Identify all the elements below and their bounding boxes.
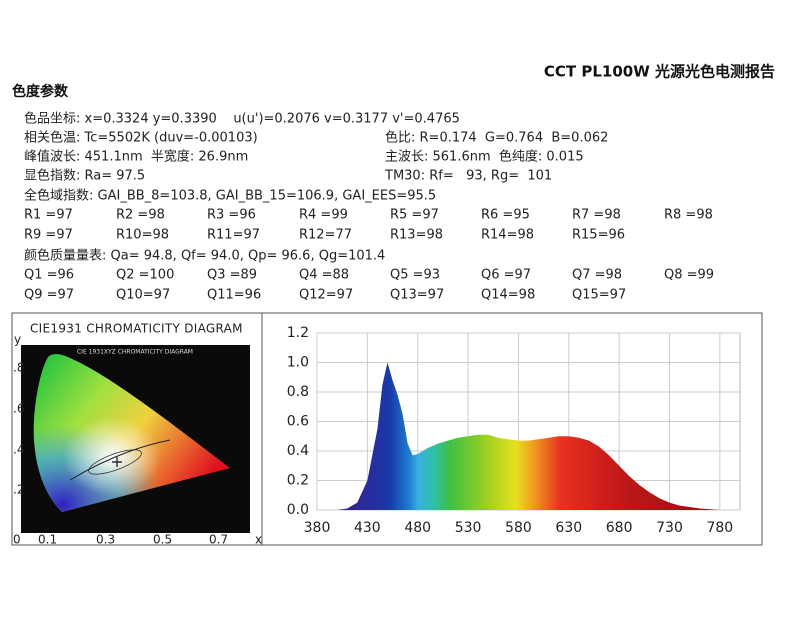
cie-x-tick: 0.7 [209,533,228,547]
q-value: Q2 =100 [116,268,174,283]
x-tick-label: 630 [555,520,582,536]
y-tick-label: 0.6 [287,414,309,430]
cie-y-tick: .8 [13,361,24,375]
q-value: Q1 =96 [24,268,74,283]
q-value: Q9 =97 [24,288,74,303]
param-line-right: 主波长: 561.6nm 色纯度: 0.015 [385,149,584,165]
q-value: Q11=96 [207,288,261,303]
x-tick-label: 530 [455,520,482,536]
quality-line: 颜色质量量表: Qa= 94.8, Qf= 94.0, Qp= 96.6, Qg… [24,248,385,264]
r-value: R8 =98 [664,208,713,223]
r-value: R10=98 [116,228,169,243]
cie-y-label: y [14,333,21,347]
param-line: 峰值波长: 451.1nm 半宽度: 26.9nm [24,149,248,165]
q-value: Q12=97 [299,288,353,303]
r-value: R4 =99 [299,208,348,223]
y-tick-label: 1.0 [287,355,309,371]
param-line: 相关色温: Tc=5502K (duv=-0.00103) [24,130,258,146]
param-line: 全色域指数: GAI_BB_8=103.8, GAI_BB_15=106.9, … [24,188,436,204]
y-tick-label: 0.4 [287,443,309,459]
q-value: Q8 =99 [664,268,714,283]
r-value: R14=98 [481,228,534,243]
r-value: R15=96 [572,228,625,243]
param-line: 显色指数: Ra= 97.5 [24,168,145,184]
cie-x-tick: 0.5 [153,533,172,547]
cie-y-tick: .6 [13,402,24,416]
r-value: R9 =97 [24,228,73,243]
x-tick-label: 380 [304,520,331,536]
cie-x-tick: 0.3 [96,533,115,547]
x-tick-label: 680 [606,520,633,536]
r-value: R5 =97 [390,208,439,223]
cie-y-tick: 0 [13,533,21,547]
r-value: R3 =96 [207,208,256,223]
param-line-right: TM30: Rf= 93, Rg= 101 [384,169,552,184]
x-tick-label: 730 [656,520,683,536]
y-tick-label: 0.0 [287,502,309,518]
figure-frame [11,312,763,546]
q-value: Q3 =89 [207,268,257,283]
q-value: Q10=97 [116,288,170,303]
cie-horseshoe [33,354,230,512]
cie-y-tick: .2 [13,483,24,497]
cie-inner-title: CIE 1931XYZ CHROMATICITY DIAGRAM [77,349,193,356]
y-tick-label: 1.2 [287,325,309,341]
q-value: Q14=98 [481,288,535,303]
r-value: R12=77 [299,228,352,243]
q-value: Q4 =88 [299,268,349,283]
r-value: R1 =97 [24,208,73,223]
y-tick-label: 0.2 [287,473,309,489]
cie-x-label: x [255,533,262,547]
x-tick-label: 480 [404,520,431,536]
spectrum-area [317,362,720,510]
cie-x-tick: 0.1 [38,533,57,547]
y-tick-label: 0.8 [287,384,309,400]
x-tick-label: 430 [354,520,381,536]
report-title: CCT PL100W 光源光色电测报告 [544,63,775,81]
q-value: Q15=97 [572,288,626,303]
r-value: R7 =98 [572,208,621,223]
r-value: R2 =98 [116,208,165,223]
cie-title: CIE1931 CHROMATICITY DIAGRAM [30,322,243,336]
x-tick-label: 580 [505,520,532,536]
cie-y-tick: .4 [13,443,24,457]
section-title: 色度参数 [12,83,69,100]
x-tick-label: 780 [706,520,733,536]
param-line: 色品坐标: x=0.3324 y=0.3390 u(u')=0.2076 v=0… [24,111,460,127]
param-line-right: 色比: R=0.174 G=0.764 B=0.062 [385,130,608,146]
r-value: R13=98 [390,228,443,243]
q-value: Q7 =98 [572,268,622,283]
q-value: Q13=97 [390,288,444,303]
q-value: Q5 =93 [390,268,440,283]
r-value: R11=97 [207,228,260,243]
r-value: R6 =95 [481,208,530,223]
q-value: Q6 =97 [481,268,531,283]
